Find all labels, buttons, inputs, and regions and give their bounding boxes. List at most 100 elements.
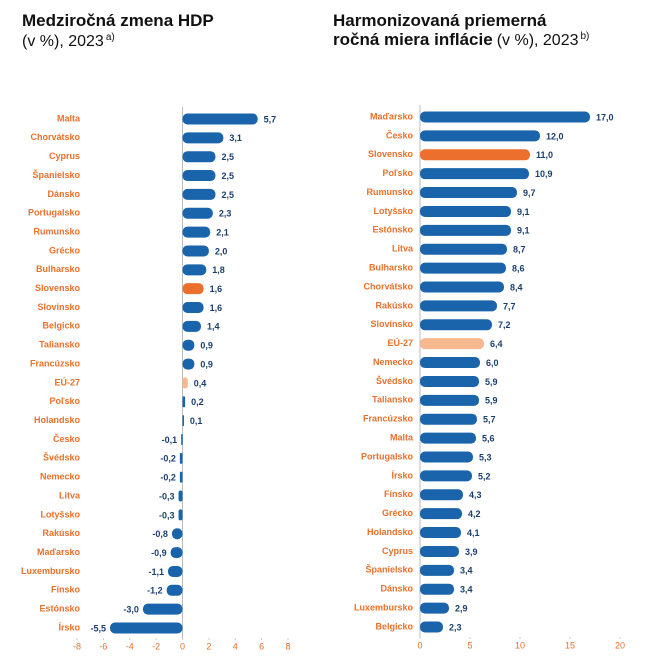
x-tick-label: 4 (233, 641, 238, 651)
value-label: 7,2 (498, 320, 511, 330)
value-label: 2,5 (221, 171, 234, 181)
value-label: 4,1 (467, 528, 480, 538)
bar (420, 168, 529, 180)
category-label: Belgicko (375, 621, 413, 631)
value-label: 0,9 (200, 341, 213, 351)
bar (182, 339, 195, 351)
value-label: 17,0 (596, 112, 614, 122)
category-label: Belgicko (42, 321, 80, 331)
bar (420, 111, 590, 123)
x-tick-label: 8 (285, 641, 290, 651)
category-label: Rakúsko (375, 300, 413, 310)
value-label: 12,0 (546, 131, 564, 141)
category-label: Poľsko (383, 168, 414, 178)
value-label: -0,2 (160, 454, 176, 464)
bar (420, 583, 454, 595)
bar (420, 527, 461, 539)
value-label: -1,2 (147, 586, 163, 596)
category-label: Fínsko (51, 585, 81, 595)
category-label: Švédsko (43, 452, 81, 463)
value-label: 5,9 (485, 396, 498, 406)
value-label: 1,8 (212, 265, 225, 275)
bar (182, 415, 184, 427)
note-mark: b) (581, 31, 590, 42)
category-label: Francúzsko (30, 358, 81, 368)
bar (420, 300, 497, 312)
category-label: Slovinsko (370, 319, 413, 329)
value-label: 5,9 (485, 377, 498, 387)
category-label: Litva (392, 244, 414, 254)
bar (420, 545, 459, 557)
category-label: Dánsko (47, 189, 80, 199)
bar (420, 508, 462, 520)
bar (142, 603, 183, 615)
category-label: Fínsko (384, 489, 414, 499)
category-label: Maďarsko (370, 111, 413, 121)
x-tick-label: 2 (206, 641, 211, 651)
value-label: 10,9 (535, 169, 553, 179)
value-label: -0,1 (162, 435, 178, 445)
value-label: 0,1 (190, 416, 203, 426)
value-label: -3,0 (123, 605, 139, 615)
bar (178, 490, 183, 502)
x-tick-label: 0 (180, 641, 185, 651)
category-label: Rumunsko (33, 226, 80, 236)
bar (182, 207, 213, 219)
bar (182, 188, 216, 200)
value-label: 2,5 (221, 190, 234, 200)
chart-title: Medziročná zmena HDP (22, 11, 214, 30)
category-label: Rakúsko (42, 528, 80, 538)
category-label: Slovensko (368, 149, 414, 159)
bar (420, 262, 506, 274)
category-label: Česko (386, 129, 414, 140)
value-label: 9,7 (523, 188, 536, 198)
value-label: -1,1 (148, 567, 164, 577)
bar (420, 375, 479, 387)
x-tick-label: -6 (99, 641, 107, 651)
bar (420, 394, 479, 406)
category-label: Švédsko (376, 375, 414, 386)
value-label: 2,9 (455, 603, 468, 613)
x-tick-label: 15 (565, 640, 575, 650)
x-tick-label: -4 (126, 641, 134, 651)
bar (181, 433, 183, 445)
chart-title-text: Harmonizovaná priemerná (333, 11, 547, 30)
chart-title: Harmonizovaná priemerná (333, 11, 547, 30)
category-label: Estónsko (39, 604, 80, 614)
value-label: 4,3 (469, 490, 482, 500)
value-label: 5,7 (264, 114, 277, 124)
bar (420, 564, 454, 576)
value-label: 0,2 (191, 397, 204, 407)
bar (420, 338, 484, 350)
bar (420, 243, 507, 255)
category-label: Taliansko (372, 395, 413, 405)
category-label: Cyprus (49, 151, 80, 161)
bar (420, 187, 517, 199)
category-label: Portugalsko (28, 208, 81, 218)
bar (171, 528, 183, 540)
bar (420, 432, 476, 444)
category-label: Bulharsko (369, 262, 414, 272)
category-label: Česko (53, 433, 81, 444)
category-label: Maďarsko (37, 547, 80, 557)
note-mark: a) (106, 32, 115, 43)
category-label: Holandsko (34, 415, 81, 425)
value-label: 2,1 (216, 227, 229, 237)
value-label: 8,6 (512, 263, 525, 273)
category-label: Slovinsko (37, 302, 80, 312)
bar (170, 547, 183, 559)
x-tick-label: 10 (515, 640, 525, 650)
value-label: 3,1 (229, 133, 242, 143)
bar (420, 621, 443, 633)
category-label: Holandsko (367, 527, 414, 537)
category-label: Lotyšsko (373, 206, 413, 216)
value-label: 1,6 (210, 284, 223, 294)
bar (420, 130, 540, 142)
value-label: 1,6 (210, 303, 223, 313)
value-label: 1,4 (207, 322, 220, 332)
category-label: Luxembursko (21, 566, 81, 576)
value-label: 3,4 (460, 566, 473, 576)
category-label: Chorvátsko (30, 132, 80, 142)
bar (420, 602, 449, 614)
value-label: 9,1 (517, 207, 530, 217)
